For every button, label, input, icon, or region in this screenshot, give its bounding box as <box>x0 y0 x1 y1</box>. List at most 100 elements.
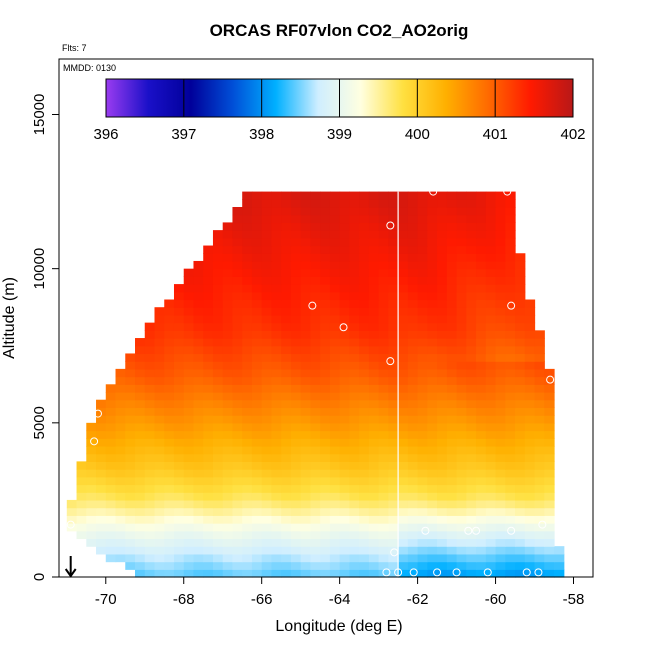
heatmap-cell <box>495 276 506 285</box>
heatmap-cell <box>300 314 312 324</box>
heatmap-cell <box>193 407 204 416</box>
heatmap-cell <box>290 207 302 216</box>
x-tick-label: -58 <box>563 591 585 608</box>
heatmap-cell <box>378 291 389 301</box>
heatmap-cell <box>456 515 467 524</box>
colorbar-tick-label: 396 <box>93 126 118 143</box>
heatmap-cell <box>495 538 506 547</box>
heatmap-cell <box>456 345 467 355</box>
heatmap-cell <box>515 561 526 570</box>
heatmap-cell <box>398 399 409 409</box>
heatmap-cell <box>495 237 506 247</box>
heatmap-cell <box>446 345 458 355</box>
heatmap-cell <box>242 214 253 224</box>
heatmap-cell <box>173 384 185 393</box>
heatmap-cell <box>427 538 438 547</box>
heatmap-cell <box>86 469 97 478</box>
heatmap-cell <box>271 368 282 378</box>
heatmap-cell <box>515 422 526 432</box>
heatmap-cell <box>349 399 360 409</box>
heatmap-cell <box>105 415 117 424</box>
heatmap-cell <box>349 330 360 339</box>
heatmap-cell <box>544 445 555 455</box>
heatmap-cell <box>495 214 506 224</box>
heatmap-cell <box>485 438 497 447</box>
heatmap-cell <box>144 392 156 401</box>
heatmap-cell <box>203 561 214 570</box>
heatmap-cell <box>427 553 438 563</box>
heatmap-cell <box>271 484 282 493</box>
heatmap-cell <box>466 484 477 493</box>
heatmap-cell <box>476 199 487 208</box>
heatmap-cell <box>427 422 438 432</box>
heatmap-cell <box>154 530 165 540</box>
heatmap-cell <box>495 338 506 347</box>
heatmap-cell <box>144 515 156 524</box>
heatmap-cell <box>251 469 263 478</box>
heatmap-cell <box>251 392 263 401</box>
heatmap-cell <box>398 453 409 462</box>
heatmap-cell <box>125 469 136 478</box>
heatmap-cell <box>505 422 516 432</box>
heatmap-cell <box>76 461 87 470</box>
heatmap-cell <box>300 553 312 563</box>
heatmap-cell <box>407 253 419 262</box>
heatmap-cell <box>86 422 97 432</box>
heatmap-cell <box>505 361 516 370</box>
heatmap-cell <box>203 569 214 578</box>
heatmap-cell <box>398 253 409 262</box>
heatmap-cell <box>368 530 380 540</box>
heatmap-cell <box>388 438 399 447</box>
heatmap-cell <box>368 407 380 416</box>
heatmap-cell <box>437 430 448 439</box>
heatmap-cell <box>427 476 438 486</box>
heatmap-cell <box>232 392 243 401</box>
heatmap-cell <box>193 469 204 478</box>
heatmap-cell <box>203 445 214 455</box>
heatmap-cell <box>290 523 302 532</box>
heatmap-cell <box>476 253 487 262</box>
heatmap-cell <box>329 422 341 432</box>
sample-point <box>507 526 516 535</box>
heatmap-cell <box>290 361 302 370</box>
heatmap-cell <box>212 415 224 424</box>
heatmap-cell <box>232 546 243 555</box>
heatmap-cell <box>271 322 282 331</box>
heatmap-cell <box>417 214 428 224</box>
heatmap-cell <box>466 245 477 254</box>
heatmap-cell <box>232 484 243 493</box>
heatmap-cell <box>476 553 487 563</box>
heatmap-cell <box>242 330 253 339</box>
heatmap-cell <box>105 461 117 470</box>
heatmap-cell <box>232 461 243 470</box>
heatmap-cell <box>407 214 419 224</box>
heatmap-cell <box>183 469 195 478</box>
x-tick-label: -68 <box>173 591 195 608</box>
heatmap-cell <box>271 461 282 470</box>
heatmap-cell <box>251 484 263 493</box>
heatmap-cell <box>232 284 243 293</box>
heatmap-cell <box>232 307 243 316</box>
heatmap-cell <box>456 422 467 432</box>
heatmap-cell <box>446 245 458 254</box>
heatmap-cell <box>173 569 185 578</box>
heatmap-cell <box>349 268 360 277</box>
heatmap-cell <box>115 538 126 547</box>
sample-point <box>503 187 512 196</box>
heatmap-cell <box>164 345 175 355</box>
heatmap-cell <box>290 530 302 540</box>
heatmap-cell <box>505 476 516 486</box>
heatmap-cell <box>164 353 175 362</box>
heatmap-cell <box>222 569 234 578</box>
heatmap-cell <box>183 538 195 547</box>
heatmap-cell <box>173 407 185 416</box>
heatmap-cell <box>144 368 156 378</box>
sample-point <box>93 409 102 418</box>
heatmap-cell <box>388 376 399 385</box>
heatmap-cell <box>232 515 243 524</box>
heatmap-cell <box>329 338 341 347</box>
heatmap-cell <box>96 476 107 486</box>
heatmap-cell <box>515 345 526 355</box>
heatmap-cell <box>193 538 204 547</box>
heatmap-cell <box>505 199 516 208</box>
